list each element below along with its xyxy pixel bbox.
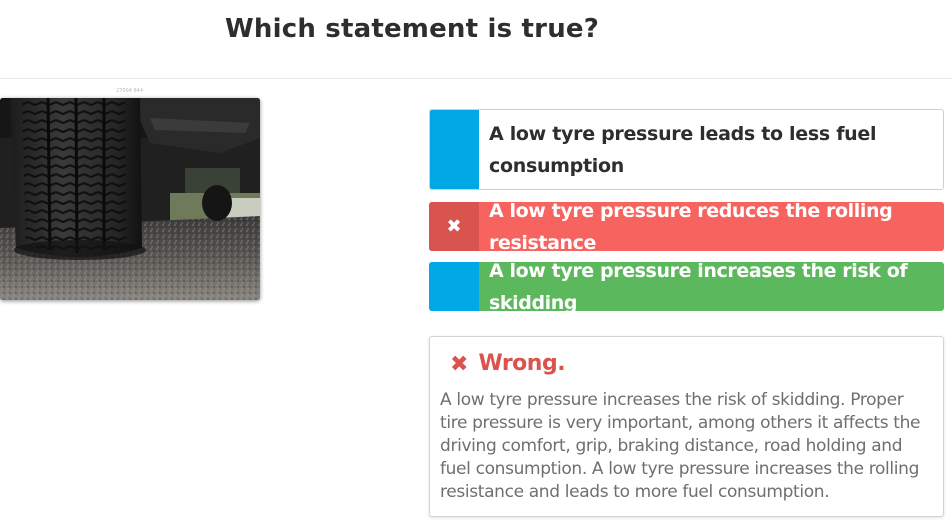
x-icon: ✖: [450, 351, 469, 376]
feedback-title: Wrong.: [478, 351, 566, 376]
question-image: [0, 98, 260, 300]
tyre-photo: [0, 98, 260, 300]
answer-text: A low tyre pressure increases the risk o…: [489, 262, 908, 311]
feedback-header: ✖ Wrong.: [450, 351, 566, 377]
close-icon: ✖: [429, 202, 479, 251]
feedback-explanation: A low tyre pressure increases the risk o…: [440, 390, 921, 502]
answer-marker: [429, 262, 479, 311]
feedback-panel: ✖ Wrong. A low tyre pressure increases t…: [429, 336, 944, 517]
image-caption: 27004 844: [116, 88, 144, 94]
answer-marker: [430, 110, 479, 189]
answer-option-2[interactable]: ✖ A low tyre pressure reduces the rollin…: [429, 202, 944, 251]
question-header: Which statement is true?: [0, 0, 952, 79]
answer-text: A low tyre pressure reduces the rolling …: [489, 202, 893, 251]
question-title: Which statement is true?: [225, 14, 600, 44]
answer-option-1[interactable]: A low tyre pressure leads to less fuel c…: [429, 109, 944, 190]
answer-option-3[interactable]: A low tyre pressure increases the risk o…: [429, 262, 944, 311]
answer-text: A low tyre pressure leads to less fuel c…: [489, 122, 877, 177]
